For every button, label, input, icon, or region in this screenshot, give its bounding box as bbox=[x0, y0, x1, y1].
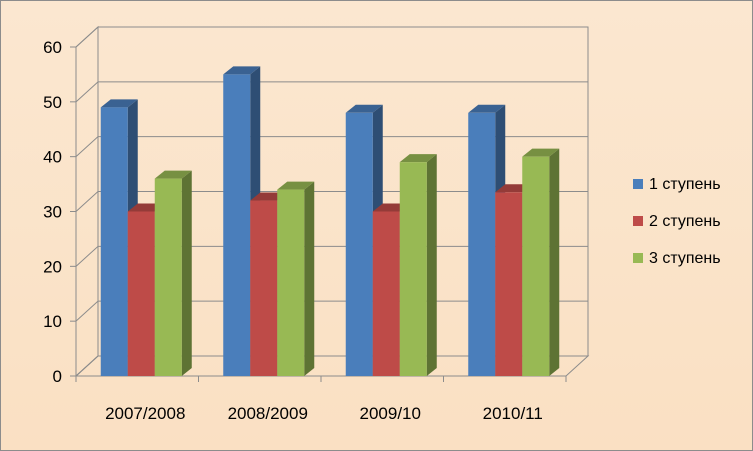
bar bbox=[277, 181, 315, 376]
legend-label: 1 ступень bbox=[649, 176, 721, 193]
legend-label: 2 ступень bbox=[649, 213, 721, 230]
legend-swatch bbox=[633, 179, 643, 189]
bar-top bbox=[468, 104, 506, 113]
y-tick-labels: 0 10 20 30 40 50 60 bbox=[43, 38, 62, 386]
bar-front bbox=[372, 211, 400, 376]
y-tick-label: 40 bbox=[43, 148, 62, 167]
bar-front bbox=[345, 112, 373, 377]
bar-top bbox=[345, 104, 383, 113]
legend-swatch bbox=[633, 253, 643, 263]
bar-front bbox=[277, 189, 305, 376]
bar-side bbox=[426, 154, 437, 376]
y-tick-label: 10 bbox=[43, 312, 62, 331]
gridline bbox=[75, 136, 588, 158]
bar bbox=[154, 170, 192, 376]
bar-front bbox=[495, 192, 523, 376]
bar-front bbox=[100, 107, 128, 377]
bar-front bbox=[399, 162, 427, 376]
gridlines bbox=[75, 26, 588, 377]
bar-front bbox=[250, 200, 278, 376]
bar-front bbox=[223, 74, 251, 377]
x-tick-label: 2007/2008 bbox=[105, 404, 185, 423]
gridline bbox=[75, 81, 588, 103]
bar-top bbox=[100, 99, 138, 108]
bar-front bbox=[154, 178, 182, 376]
y-tick-label: 50 bbox=[43, 93, 62, 112]
bar-front bbox=[522, 156, 550, 376]
bars bbox=[100, 66, 560, 377]
y-tick-label: 20 bbox=[43, 257, 62, 276]
bar-front bbox=[127, 211, 155, 376]
y-tick-label: 60 bbox=[43, 38, 62, 57]
legend-swatch bbox=[633, 216, 643, 226]
x-tick-label: 2009/10 bbox=[360, 404, 421, 423]
bar bbox=[399, 154, 437, 376]
bar-side bbox=[304, 181, 315, 376]
bar-top bbox=[154, 170, 192, 179]
x-tick-label: 2010/11 bbox=[483, 404, 543, 423]
bar-top bbox=[522, 148, 560, 157]
bar bbox=[522, 148, 560, 376]
bar-top bbox=[223, 66, 261, 75]
gridline bbox=[75, 26, 588, 48]
bar-top bbox=[277, 181, 315, 190]
legend-label: 3 ступень bbox=[649, 250, 721, 267]
bar-side bbox=[549, 148, 560, 376]
x-tick-labels: 2007/2008 2008/2009 2009/10 2010/11 bbox=[105, 404, 543, 423]
y-tick-label: 30 bbox=[43, 203, 62, 222]
y-tick-label: 0 bbox=[53, 367, 62, 386]
bar-front bbox=[468, 112, 496, 377]
legend: 1 ступень 2 ступень 3 ступень bbox=[633, 176, 721, 267]
x-tick-label: 2008/2009 bbox=[228, 404, 308, 423]
bar-side bbox=[181, 170, 192, 376]
bar-top bbox=[399, 154, 437, 163]
